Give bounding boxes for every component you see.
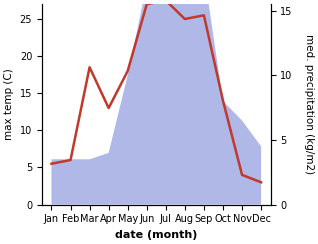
Y-axis label: med. precipitation (kg/m2): med. precipitation (kg/m2) [304, 34, 314, 174]
X-axis label: date (month): date (month) [115, 230, 197, 240]
Y-axis label: max temp (C): max temp (C) [4, 69, 14, 140]
